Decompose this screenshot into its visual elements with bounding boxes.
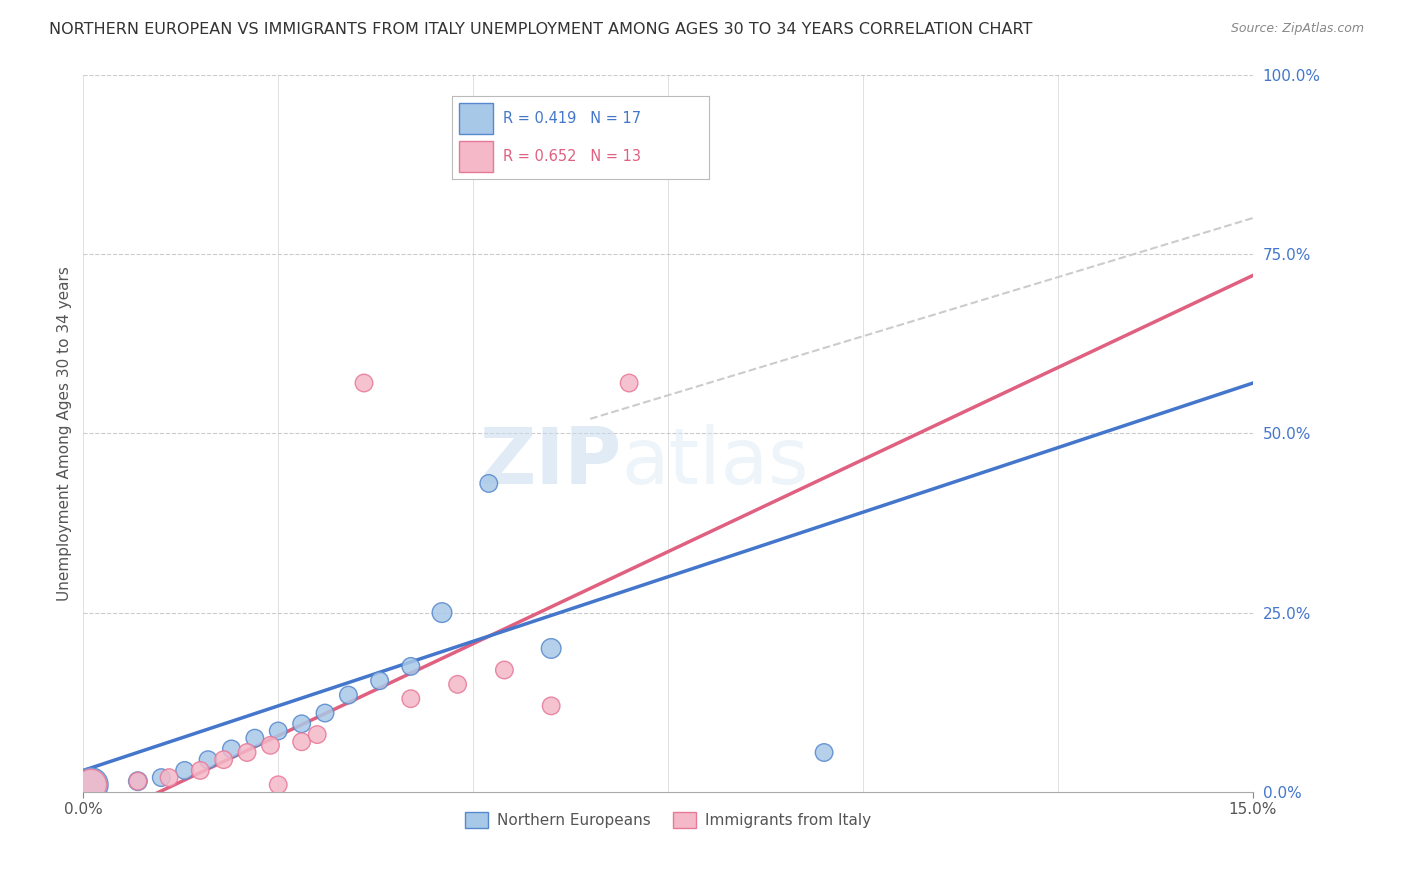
Point <box>157 771 180 785</box>
Point <box>150 771 173 785</box>
Point <box>368 673 391 688</box>
Point <box>446 677 468 691</box>
Point <box>540 698 562 713</box>
Legend: Northern Europeans, Immigrants from Italy: Northern Europeans, Immigrants from Ital… <box>458 806 877 835</box>
Point <box>236 746 259 760</box>
Point <box>197 753 219 767</box>
Point <box>478 476 501 491</box>
Point <box>80 778 103 792</box>
Point <box>127 774 149 789</box>
Text: atlas: atlas <box>621 424 808 500</box>
Point <box>127 774 149 789</box>
Text: ZIP: ZIP <box>479 424 621 500</box>
Text: Source: ZipAtlas.com: Source: ZipAtlas.com <box>1230 22 1364 36</box>
Point <box>291 735 314 749</box>
Point <box>173 764 195 778</box>
Point <box>307 728 329 742</box>
Point <box>399 659 422 673</box>
Point <box>259 739 281 753</box>
Point <box>291 716 314 731</box>
Point <box>80 778 103 792</box>
Point <box>337 688 360 702</box>
Y-axis label: Unemployment Among Ages 30 to 34 years: Unemployment Among Ages 30 to 34 years <box>58 266 72 600</box>
Point <box>267 778 290 792</box>
Point <box>540 641 562 656</box>
Point <box>353 376 375 390</box>
Point <box>212 753 235 767</box>
Text: NORTHERN EUROPEAN VS IMMIGRANTS FROM ITALY UNEMPLOYMENT AMONG AGES 30 TO 34 YEAR: NORTHERN EUROPEAN VS IMMIGRANTS FROM ITA… <box>49 22 1032 37</box>
Point <box>399 691 422 706</box>
Point <box>813 746 835 760</box>
Point <box>617 376 640 390</box>
Point <box>221 742 243 756</box>
Point <box>188 764 211 778</box>
Point <box>243 731 266 746</box>
Point <box>267 723 290 738</box>
Point <box>314 706 336 720</box>
Point <box>430 606 453 620</box>
Point <box>494 663 516 677</box>
